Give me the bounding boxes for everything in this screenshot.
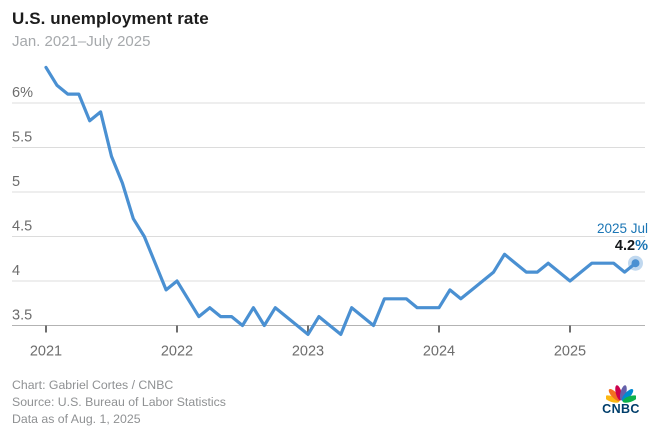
chart-footer: Chart: Gabriel Cortes / CNBC Source: U.S…	[12, 377, 226, 428]
y-axis-label: 5.5	[12, 130, 32, 146]
annotation-unit: %	[635, 238, 648, 254]
annotation-value: 4.2	[614, 238, 636, 254]
peacock-feather	[622, 395, 636, 403]
footer-credit: Chart: Gabriel Cortes / CNBC	[12, 378, 174, 392]
chart-title: U.S. unemployment rate	[12, 9, 209, 28]
x-axis-label: 2024	[423, 344, 455, 360]
footer-source: Source: U.S. Bureau of Labor Statistics	[12, 395, 226, 409]
y-axis-label: 3.5	[12, 308, 32, 324]
x-axis-label: 2022	[161, 344, 193, 360]
x-axis-label: 2021	[30, 344, 62, 360]
peacock-feather	[608, 389, 621, 402]
end-dot	[631, 259, 640, 268]
cnbc-logo: CNBC	[599, 384, 643, 416]
chart-subtitle: Jan. 2021–July 2025	[12, 33, 151, 50]
y-axis-label: 4	[12, 263, 20, 279]
annotation-date-label: 2025 Jul	[596, 221, 648, 236]
y-axis-label: 5	[12, 174, 20, 190]
y-axis-label: 4.5	[12, 219, 32, 235]
x-axis-label: 2025	[554, 344, 586, 360]
footer-as-of: Data as of Aug. 1, 2025	[12, 412, 141, 426]
y-axis-label: 6%	[12, 85, 33, 101]
annotation-value-row: 4.2%	[597, 238, 648, 254]
cnbc-peacock-icon	[606, 385, 636, 403]
peacock-feather	[606, 395, 620, 403]
latest-value-annotation: 2025 Jul 4.2%	[597, 221, 648, 254]
peacock-feather	[621, 389, 634, 402]
unemployment-rate-line	[44, 65, 638, 336]
cnbc-wordmark: CNBC	[602, 402, 640, 416]
x-axis-label: 2023	[292, 344, 324, 360]
